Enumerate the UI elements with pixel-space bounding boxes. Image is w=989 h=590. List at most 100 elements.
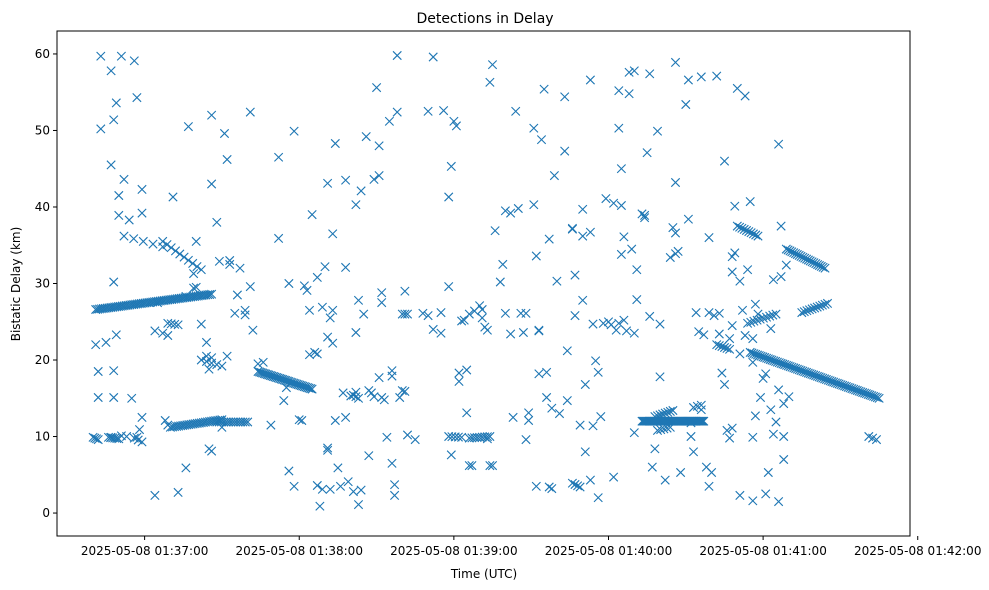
data-point <box>400 309 410 319</box>
data-point <box>727 423 737 433</box>
data-point <box>428 52 438 62</box>
data-point <box>717 341 727 352</box>
data-point <box>732 83 742 93</box>
data-point <box>642 148 652 158</box>
data-point <box>379 395 389 405</box>
data-point <box>549 171 559 181</box>
data-point <box>591 356 601 366</box>
data-point <box>162 240 172 250</box>
data-point <box>170 246 181 256</box>
data-point <box>529 200 539 210</box>
data-point <box>93 392 103 403</box>
data-point <box>369 392 379 402</box>
data-point <box>629 328 639 338</box>
data-point <box>418 308 428 318</box>
data-point <box>737 305 748 315</box>
data-point <box>758 373 768 383</box>
data-point <box>138 236 148 246</box>
data-point <box>387 458 397 468</box>
data-point <box>224 417 234 427</box>
data-point <box>351 200 361 210</box>
data-point <box>253 359 263 369</box>
data-point <box>761 369 771 379</box>
data-point <box>611 325 621 335</box>
data-point <box>575 482 585 492</box>
data-point <box>645 69 655 79</box>
data-point <box>222 154 232 165</box>
data-point <box>570 311 580 321</box>
data-point <box>207 446 217 456</box>
y-axis-label: Bistatic Delay (km) <box>9 227 23 342</box>
data-point <box>727 252 737 262</box>
data-point <box>776 358 786 368</box>
data-point <box>776 221 786 231</box>
data-point <box>500 206 510 216</box>
data-point <box>567 224 577 234</box>
data-point <box>658 409 668 419</box>
data-point <box>205 289 215 300</box>
data-point <box>694 327 704 337</box>
data-point <box>428 324 438 334</box>
data-point <box>423 106 433 116</box>
data-point <box>797 308 807 318</box>
data-point <box>328 338 338 348</box>
data-point <box>663 407 673 417</box>
data-point <box>616 249 626 259</box>
data-point <box>699 330 709 340</box>
data-point <box>312 480 322 491</box>
data-point <box>196 265 206 275</box>
data-point <box>704 308 714 318</box>
data-point <box>529 123 539 133</box>
data-point <box>776 272 786 282</box>
y-tick-label: 0 <box>42 506 50 520</box>
data-point <box>444 192 454 202</box>
data-point <box>361 132 371 142</box>
data-point <box>310 347 320 357</box>
data-point <box>735 490 745 500</box>
data-point <box>96 51 106 61</box>
data-point <box>325 484 335 494</box>
data-point <box>704 481 714 491</box>
data-point <box>573 481 583 491</box>
data-point <box>743 265 753 275</box>
data-point <box>328 229 338 239</box>
data-point <box>348 487 358 497</box>
data-point <box>768 310 778 320</box>
data-point <box>524 408 534 418</box>
data-point <box>774 497 784 507</box>
data-point <box>163 330 173 341</box>
data-point <box>660 475 670 485</box>
data-point <box>238 417 248 427</box>
data-point <box>752 350 763 360</box>
data-point <box>650 444 660 454</box>
data-point <box>601 194 611 204</box>
data-point <box>333 463 343 473</box>
data-point <box>175 249 185 259</box>
data-point <box>400 286 410 296</box>
data-point <box>129 56 139 66</box>
data-point <box>402 309 413 319</box>
data-point <box>119 174 129 184</box>
data-point <box>659 424 669 434</box>
data-point <box>485 77 495 87</box>
data-point <box>799 307 809 317</box>
data-point <box>274 233 284 243</box>
data-point <box>137 437 147 447</box>
data-point <box>158 328 168 338</box>
data-point <box>207 289 217 299</box>
data-point <box>181 463 191 473</box>
data-point <box>248 325 258 335</box>
data-point <box>225 255 235 266</box>
data-point <box>619 232 629 242</box>
data-point <box>585 75 595 85</box>
data-point <box>279 396 289 406</box>
data-point <box>598 318 608 328</box>
data-point <box>485 461 495 471</box>
data-point <box>114 190 124 201</box>
data-point <box>317 302 327 312</box>
data-point <box>513 203 523 214</box>
data-point <box>748 432 758 442</box>
data-point <box>351 392 361 402</box>
data-point <box>240 310 250 320</box>
data-point <box>225 259 235 269</box>
